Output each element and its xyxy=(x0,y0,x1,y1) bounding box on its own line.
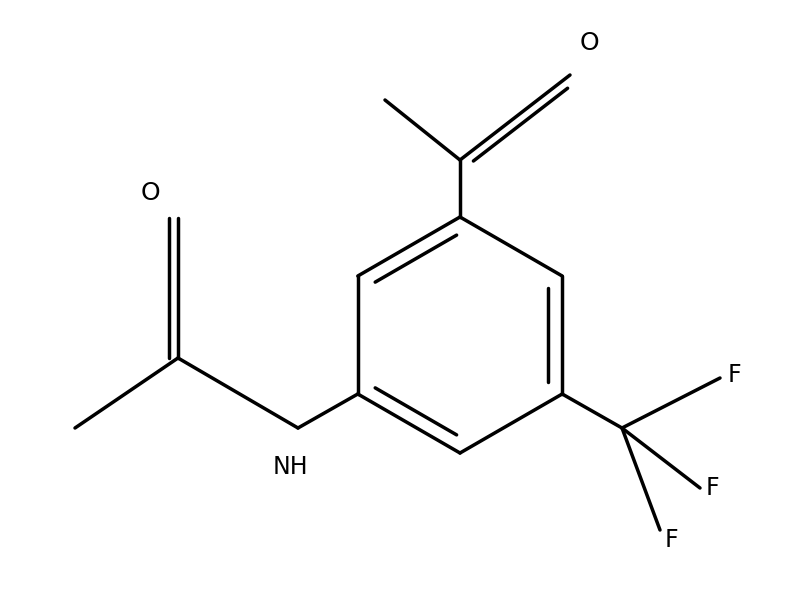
Text: O: O xyxy=(140,181,160,205)
Text: F: F xyxy=(728,363,742,387)
Text: NH: NH xyxy=(272,455,308,479)
Text: F: F xyxy=(665,528,678,552)
Text: F: F xyxy=(706,476,719,500)
Text: O: O xyxy=(580,31,600,55)
